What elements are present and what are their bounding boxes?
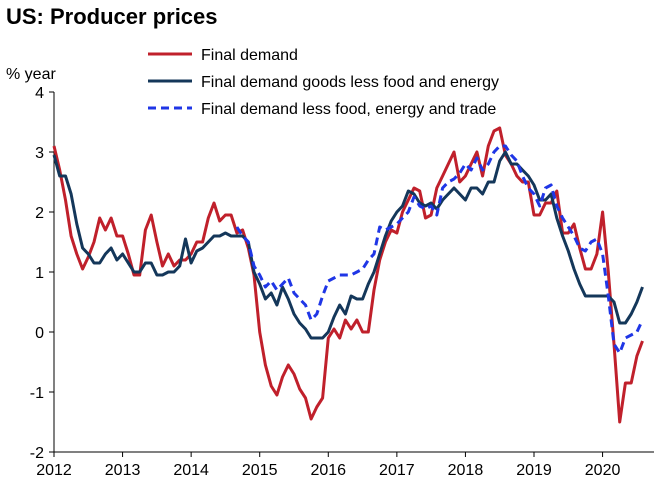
x-tick-label: 2020 <box>585 462 621 479</box>
y-tick-label: 0 <box>35 325 44 342</box>
y-tick-label: 2 <box>35 205 44 222</box>
chart-title: US: Producer prices <box>6 4 218 29</box>
y-tick-label: 1 <box>35 265 44 282</box>
x-tick-label: 2015 <box>242 462 278 479</box>
y-tick-label: 4 <box>35 85 44 102</box>
axes: -2 -1 0 1 2 3 4 2012 2013 2014 2015 2016 2017 2018 201… <box>30 85 654 479</box>
series-line-3 <box>235 144 644 355</box>
y-tick-label: -2 <box>30 445 44 462</box>
x-tick-label: 2019 <box>516 462 552 479</box>
series-line-2 <box>52 150 644 340</box>
x-tick-label: 2013 <box>105 462 141 479</box>
y-tick-label: 3 <box>35 145 44 162</box>
x-tick-label: 2018 <box>448 462 484 479</box>
plot-area <box>52 126 644 424</box>
y-axis-label: % year <box>6 66 56 83</box>
y-tick-label: -1 <box>30 385 44 402</box>
x-tick-label: 2017 <box>379 462 415 479</box>
legend-label-2: Final demand goods less food and energy <box>201 74 499 91</box>
legend-label-1: Final demand <box>201 47 298 64</box>
series-line-1 <box>52 126 644 424</box>
x-tick-label: 2014 <box>173 462 209 479</box>
x-tick-label: 2016 <box>310 462 346 479</box>
legend-label-3: Final demand less food, energy and trade <box>201 101 496 118</box>
legend: Final demand Final demand goods less food… <box>148 47 499 118</box>
x-tick-label: 2012 <box>36 462 72 479</box>
